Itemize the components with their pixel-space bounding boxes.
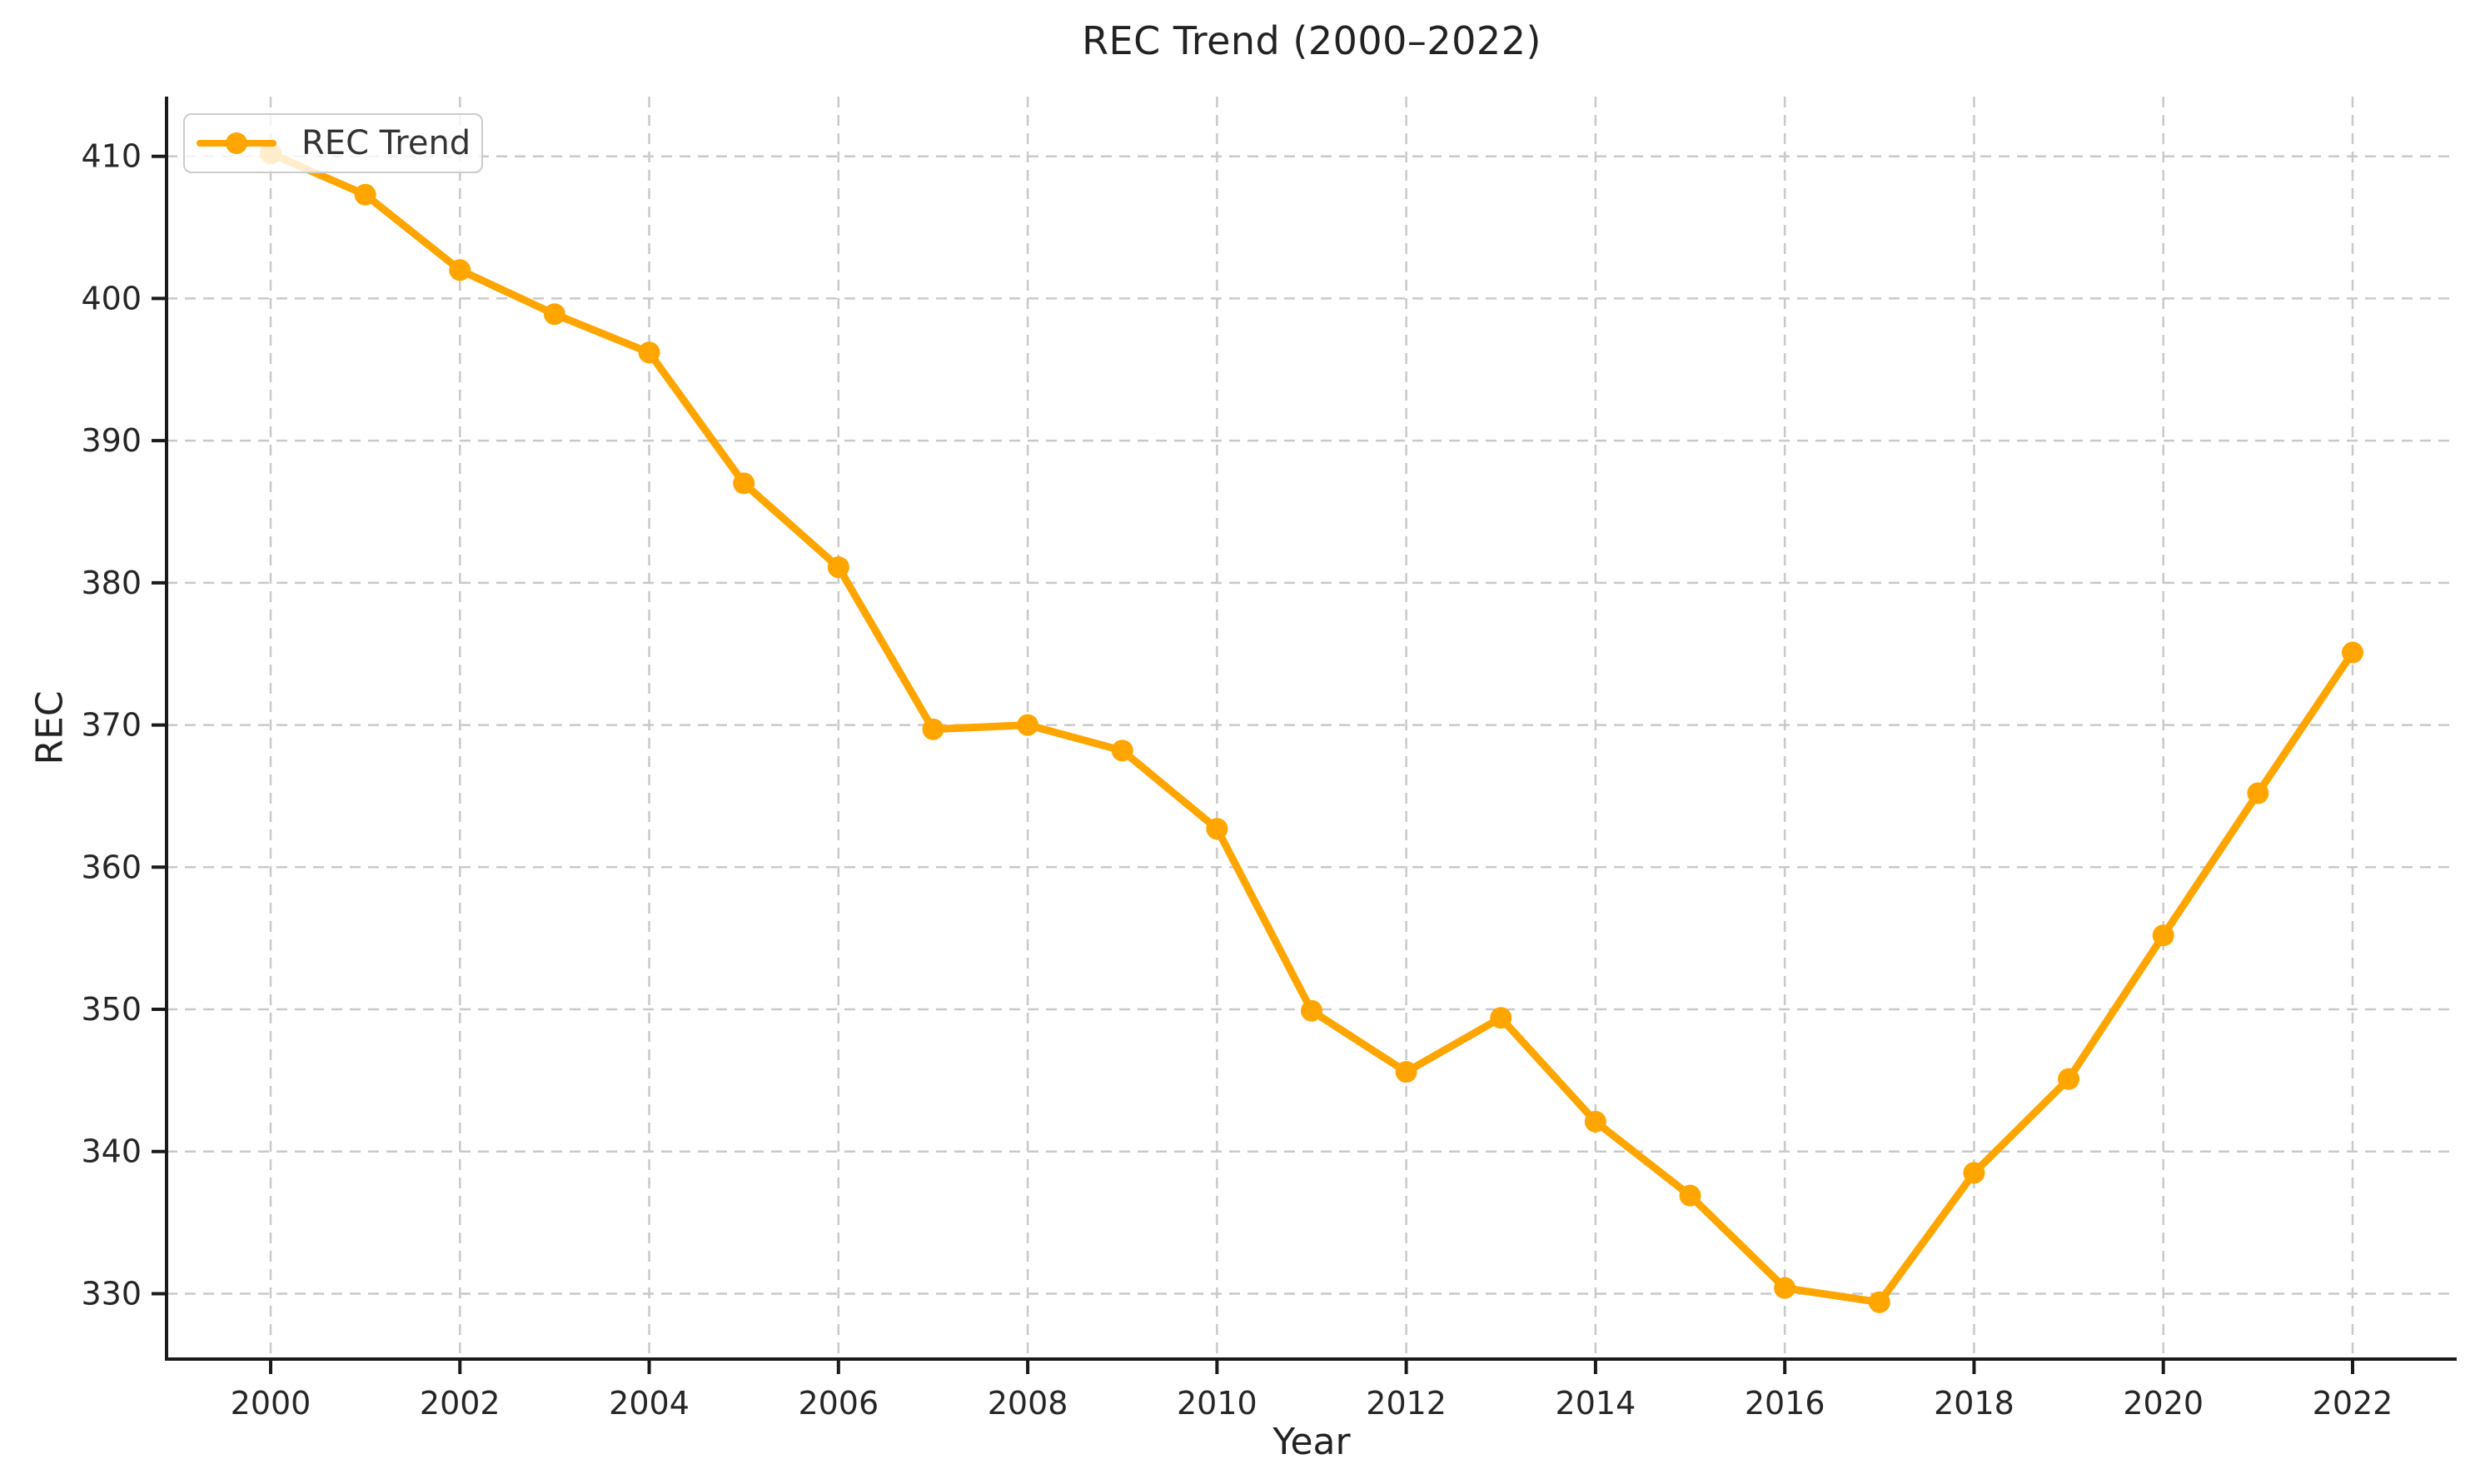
data-point-2001: [354, 183, 376, 206]
y-tick-label-410: 410: [81, 138, 142, 175]
data-point-2016: [1774, 1277, 1796, 1299]
x-tick-label-2004: 2004: [609, 1385, 690, 1422]
data-point-2014: [1584, 1110, 1606, 1133]
x-tick-label-2022: 2022: [2313, 1385, 2393, 1422]
chart-title: REC Trend (2000–2022): [1082, 18, 1541, 63]
legend-line-sample: [197, 132, 276, 155]
x-tick-label-2010: 2010: [1177, 1385, 1257, 1422]
y-tick-label-400: 400: [81, 280, 142, 316]
data-point-2011: [1301, 999, 1322, 1022]
data-point-2007: [922, 718, 944, 740]
data-point-2013: [1490, 1007, 1512, 1029]
y-tick-label-390: 390: [81, 422, 142, 459]
y-tick-label-340: 340: [81, 1133, 142, 1170]
data-point-2003: [543, 303, 565, 326]
data-point-2012: [1395, 1061, 1417, 1083]
data-point-2005: [733, 472, 755, 495]
legend-marker-icon: [226, 132, 247, 154]
x-tick-label-2018: 2018: [1934, 1385, 2014, 1422]
data-point-2008: [1017, 714, 1039, 736]
data-point-2022: [2342, 641, 2363, 664]
x-tick-label-2016: 2016: [1745, 1385, 1825, 1422]
x-tick-label-2000: 2000: [231, 1385, 311, 1422]
trend-line: [266, 149, 2357, 1307]
data-point-2015: [1679, 1184, 1701, 1207]
x-tick-label-2006: 2006: [798, 1385, 879, 1422]
y-tick-label-370: 370: [81, 707, 142, 744]
x-tick-label-2014: 2014: [1556, 1385, 1636, 1422]
data-point-2019: [2058, 1068, 2080, 1090]
legend: REC Trend: [183, 113, 483, 173]
x-tick-label-2020: 2020: [2123, 1385, 2204, 1422]
y-tick-label-350: 350: [81, 991, 142, 1028]
legend-label: REC Trend: [301, 124, 471, 162]
data-point-2018: [1963, 1162, 1985, 1184]
data-point-2006: [827, 556, 849, 579]
x-tick-label-2012: 2012: [1366, 1385, 1447, 1422]
data-point-2010: [1206, 818, 1228, 840]
x-tick-label-2008: 2008: [988, 1385, 1068, 1422]
data-point-2021: [2247, 782, 2269, 804]
data-point-2009: [1111, 740, 1133, 762]
y-tick-label-360: 360: [81, 849, 142, 885]
x-tick-label-2002: 2002: [420, 1385, 500, 1422]
data-point-2004: [638, 341, 660, 364]
y-axis-label: REC: [28, 690, 72, 765]
y-tick-label-330: 330: [81, 1275, 142, 1312]
data-point-2017: [1868, 1291, 1890, 1313]
x-axis-label: Year: [1272, 1421, 1351, 1463]
data-point-2020: [2152, 924, 2174, 947]
y-tick-label-380: 380: [81, 565, 142, 601]
data-point-2002: [449, 259, 471, 281]
